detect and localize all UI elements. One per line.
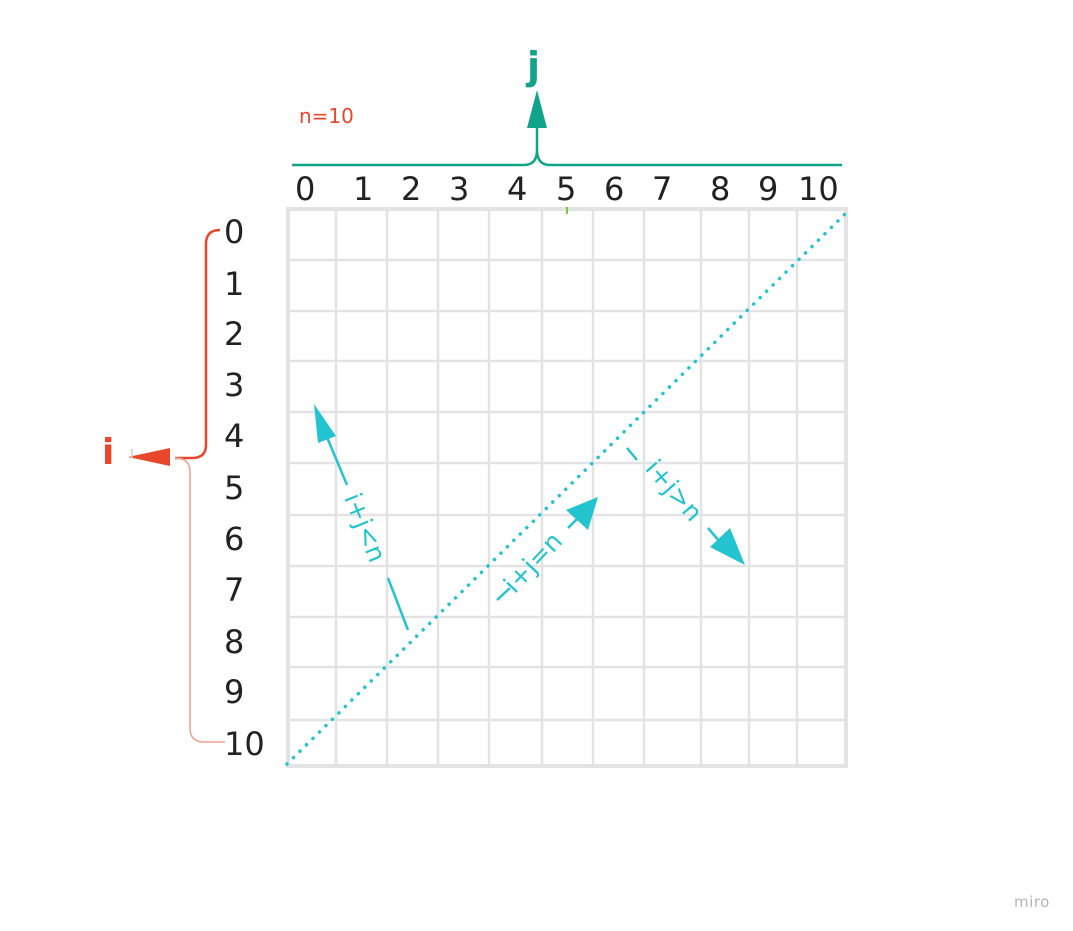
below-region-arrow-head xyxy=(314,404,336,443)
equal-region-arrow-tail xyxy=(496,587,511,601)
j-tick-label: 7 xyxy=(652,170,673,208)
i-tick-label: 4 xyxy=(224,417,245,455)
i-tick-label: 8 xyxy=(224,623,245,661)
i-axis-label: i xyxy=(102,432,115,473)
j-axis-label: j xyxy=(527,44,541,88)
i-axis-bracket-upper xyxy=(175,228,221,460)
above-region-arrow-head xyxy=(710,528,745,565)
j-tick-label: 6 xyxy=(604,170,625,208)
equal-region-arrow-shaft xyxy=(567,517,579,529)
i-tick-label: 3 xyxy=(224,366,245,404)
j-axis-arrow-head xyxy=(527,90,547,128)
miro-watermark: miro xyxy=(1014,893,1050,911)
j-tick-label: 2 xyxy=(401,170,422,208)
n-value-label: n=10 xyxy=(299,104,354,128)
j-tick-label: 4 xyxy=(507,170,528,208)
i-tick-label: 10 xyxy=(224,725,265,763)
i-tick-label: 7 xyxy=(224,571,245,609)
i-tick-label: 1 xyxy=(224,265,245,303)
j-axis-bracket xyxy=(292,149,842,167)
j-tick-label: 3 xyxy=(449,170,470,208)
j-tick-label: 10 xyxy=(798,170,839,208)
i-tick-label: 9 xyxy=(224,673,245,711)
i-tick-label: 6 xyxy=(224,520,245,558)
i-tick-label: 2 xyxy=(224,315,245,353)
below-region-arrow-tail xyxy=(386,577,410,631)
j-tick-label: 5 xyxy=(556,170,577,208)
i-tick-label: 0 xyxy=(224,213,245,251)
j-tick-label: 1 xyxy=(353,170,374,208)
i-tick-label: 5 xyxy=(224,469,245,507)
i-axis-bracket-lower xyxy=(174,457,225,743)
j-tick-label: 9 xyxy=(758,170,779,208)
grid xyxy=(288,209,846,766)
diagonal-line xyxy=(285,212,847,766)
j-tick-label: 8 xyxy=(710,170,731,208)
equal-region-arrow-head xyxy=(566,497,598,530)
j-tick-label: 0 xyxy=(295,170,316,208)
above-region-arrow-tail xyxy=(626,447,638,461)
i-axis-arrow-head xyxy=(128,448,170,466)
